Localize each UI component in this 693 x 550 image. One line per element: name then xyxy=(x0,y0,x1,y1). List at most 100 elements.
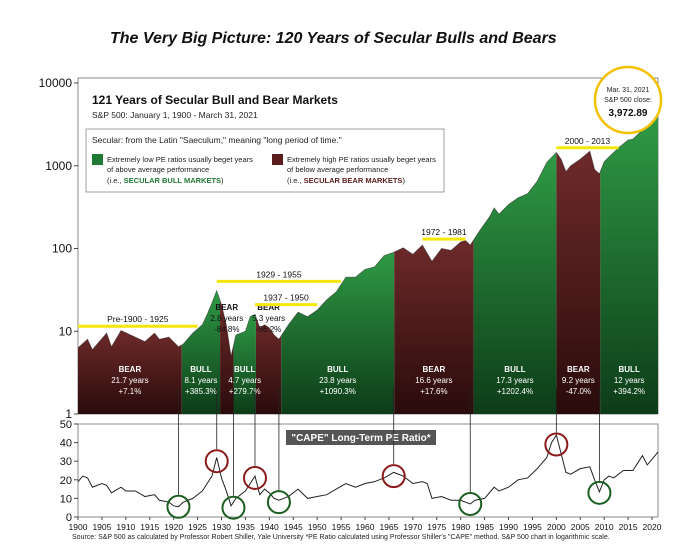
period-years: 5.3 years xyxy=(252,314,285,323)
sp500-line xyxy=(77,115,659,357)
x-tick-label: 1950 xyxy=(308,522,327,532)
bottom-y-tick-label: 0 xyxy=(66,512,72,524)
period-type: BULL xyxy=(504,365,525,374)
cape-circle-red xyxy=(242,465,267,490)
callout-circle xyxy=(593,65,663,135)
period-return: +7.1% xyxy=(118,387,141,396)
period-years: 16.6 years xyxy=(415,376,452,385)
x-tick-label: 1985 xyxy=(475,522,494,532)
period-area-bull xyxy=(281,252,395,414)
bottom-y-tick-label: 30 xyxy=(60,456,72,468)
x-tick-label: 1995 xyxy=(523,522,542,532)
bottom-y-tick-label: 40 xyxy=(60,438,72,450)
period-label-0: BEAR 21.7 years +7.1% xyxy=(111,365,148,396)
period-label-9: BULL 12 years +394.2% xyxy=(613,365,645,396)
range-label-4: 2000 - 2013 xyxy=(565,136,611,146)
top-y-tick-label: 10 xyxy=(59,324,73,338)
period-label-2: BEAR 2.8 years -84.8% xyxy=(210,303,243,334)
callout-line1: Mar. 31, 2021 xyxy=(607,87,650,94)
period-return: +279.7% xyxy=(229,387,261,396)
x-tick-label: 1925 xyxy=(188,522,207,532)
x-tick-label: 2020 xyxy=(643,522,662,532)
period-area-bull xyxy=(233,314,256,414)
cape-title-box: "CAPE" Long-Term PE Ratio* xyxy=(286,430,436,445)
period-return: +1090.3% xyxy=(320,387,356,396)
period-years: 2.8 years xyxy=(210,314,243,323)
source-note: Source: S&P 500 as calculated by Profess… xyxy=(72,534,610,541)
period-label-6: BEAR 16.6 years +17.6% xyxy=(415,365,452,396)
bottom-y-tick-label: 10 xyxy=(60,493,72,505)
legend-text-line3: (i.e., SECULAR BULL MARKETS) xyxy=(107,176,224,185)
legend-paren: (i.e., xyxy=(287,176,304,185)
top-y-tick-label: 100 xyxy=(52,242,72,256)
x-tick-label: 1930 xyxy=(212,522,231,532)
x-tick-label: 2015 xyxy=(619,522,638,532)
legend-strong: SECULAR BULL MARKETS xyxy=(124,176,221,185)
cape-circle-green xyxy=(266,490,291,515)
period-return: -84.8% xyxy=(214,325,239,334)
callout-value: 3,972.89 xyxy=(609,108,648,119)
period-years: 12 years xyxy=(614,376,645,385)
chart-overlay xyxy=(166,388,612,520)
x-tick-label: 1970 xyxy=(403,522,422,532)
legend-close: ) xyxy=(221,176,224,185)
top-chart-title: 121 Years of Secular Bull and Bear Marke… xyxy=(92,93,338,107)
period-years: 21.7 years xyxy=(111,376,148,385)
cape-title: "CAPE" Long-Term PE Ratio* xyxy=(291,433,430,444)
x-tick-label: 1900 xyxy=(69,522,88,532)
period-type: BEAR xyxy=(215,303,238,312)
period-years: 9.2 years xyxy=(562,376,595,385)
legend-swatch-1 xyxy=(272,154,283,165)
cape-line xyxy=(77,433,659,508)
period-type: BEAR xyxy=(257,303,280,312)
cape-circle-green xyxy=(166,494,191,519)
x-tick-label: 1960 xyxy=(356,522,375,532)
period-type: BULL xyxy=(619,365,640,374)
x-tick-label: 1910 xyxy=(116,522,135,532)
period-area-bull xyxy=(181,290,221,414)
range-label-3: 1972 - 1981 xyxy=(421,227,467,237)
cape-title-bg xyxy=(286,430,436,445)
legend-text-line2: of above average performance xyxy=(107,165,209,174)
x-tick-label: 1965 xyxy=(379,522,398,532)
legend-swatch-0 xyxy=(92,154,103,165)
period-type: BEAR xyxy=(567,365,590,374)
period-years: 4.7 years xyxy=(228,376,261,385)
legend-paren: (i.e., xyxy=(107,176,124,185)
top-y-tick-label: 1 xyxy=(65,407,72,421)
period-label-1: BULL 8.1 years +385.3% xyxy=(184,365,217,396)
legend-text-line3: (i.e., SECULAR BEAR MARKETS) xyxy=(287,176,405,185)
period-area-bear xyxy=(220,300,234,414)
period-years: 8.1 years xyxy=(184,376,217,385)
x-tick-label: 1955 xyxy=(332,522,351,532)
legend-text-line1: Extremely low PE ratios usually beget ye… xyxy=(107,155,253,164)
legend-close: ) xyxy=(402,176,405,185)
period-area-bear xyxy=(255,317,282,414)
legend-box xyxy=(85,128,445,193)
definition-text: Secular: from the Latin "Saeculum," mean… xyxy=(92,135,342,145)
top-y-tick-label: 1000 xyxy=(45,159,72,173)
close-callout: Mar. 31, 2021 S&P 500 close: 3,972.89 xyxy=(593,65,663,135)
period-label-7: BULL 17.3 years +1202.4% xyxy=(496,365,533,396)
period-area-bear xyxy=(394,239,474,414)
period-area-bull xyxy=(600,116,658,414)
period-return: +385.3% xyxy=(185,387,217,396)
x-tick-label: 2000 xyxy=(547,522,566,532)
period-label-3: BULL 4.7 years +279.7% xyxy=(228,365,261,396)
bottom-y-tick-label: 50 xyxy=(60,419,72,431)
legend-text-line1: Extremely high PE ratios usually beget y… xyxy=(287,155,436,164)
legend-text-line2: of below average performance xyxy=(287,165,388,174)
cape-circle-red xyxy=(544,432,569,457)
x-tick-label: 2005 xyxy=(571,522,590,532)
period-type: BEAR xyxy=(119,365,142,374)
period-type: BULL xyxy=(327,365,348,374)
range-label-2: 1937 - 1950 xyxy=(263,293,309,303)
period-return: -47.0% xyxy=(566,387,591,396)
period-type: BEAR xyxy=(423,365,446,374)
period-area-bull xyxy=(473,152,557,415)
period-return: +17.6% xyxy=(420,387,447,396)
callout-line2: S&P 500 close: xyxy=(604,97,652,104)
top-chart-subtitle: S&P 500: January 1, 1900 - March 31, 202… xyxy=(92,110,258,120)
x-tick-label: 1975 xyxy=(427,522,446,532)
bottom-y-tick-label: 20 xyxy=(60,475,72,487)
